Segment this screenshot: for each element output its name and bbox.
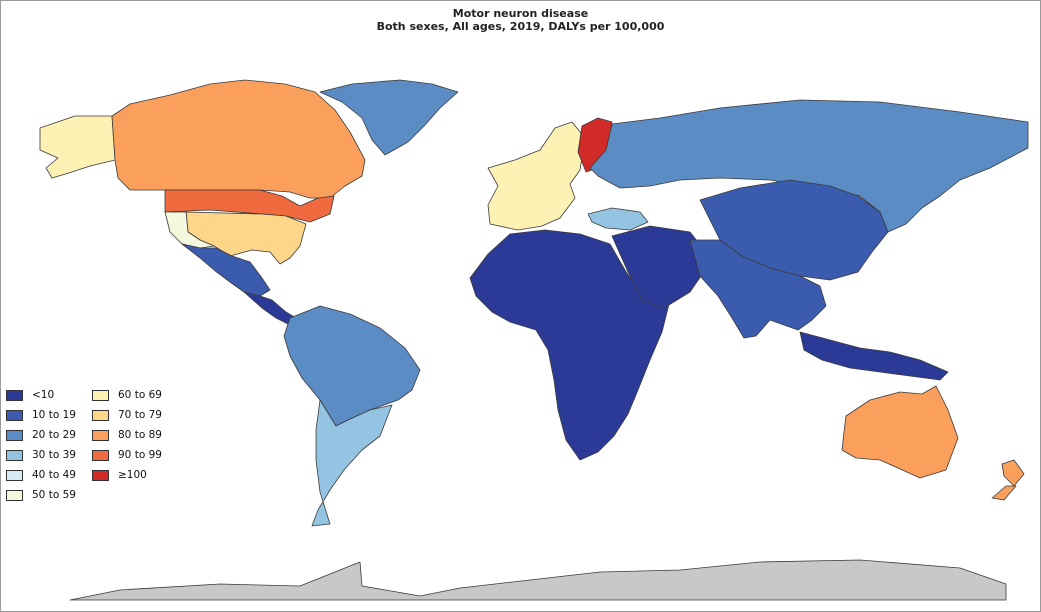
- region-south-asia: [689, 239, 827, 339]
- legend-swatch: [92, 389, 109, 401]
- map-subtitle: Both sexes, All ages, 2019, DALYs per 10…: [376, 20, 665, 33]
- legend-swatch: [6, 389, 23, 401]
- region-greenland: [319, 79, 459, 156]
- region-africa: [469, 229, 671, 461]
- legend-swatch: [92, 409, 109, 421]
- region-australia: [841, 385, 959, 479]
- legend-label: 70 to 79: [118, 409, 162, 421]
- region-russia: [589, 99, 1029, 233]
- legend-item: 90 to 99: [92, 448, 162, 462]
- legend-item: <10: [6, 388, 54, 402]
- legend-swatch: [92, 449, 109, 461]
- legend-item: 10 to 19: [6, 408, 76, 422]
- region-indonesia: [799, 331, 949, 381]
- region-antarctica: [69, 559, 1007, 601]
- legend-item: 80 to 89: [92, 428, 162, 442]
- region-central-america: [243, 291, 297, 325]
- legend-item: 40 to 49: [6, 468, 76, 482]
- region-northern-united-states: [164, 189, 335, 223]
- legend-label: 50 to 59: [32, 489, 76, 501]
- legend-item: 70 to 79: [92, 408, 162, 422]
- region-alaska: [39, 115, 116, 179]
- legend-swatch: [6, 409, 23, 421]
- legend-item: 60 to 69: [92, 388, 162, 402]
- legend-label: 20 to 29: [32, 429, 76, 441]
- legend-label: 10 to 19: [32, 409, 76, 421]
- legend-label: 90 to 99: [118, 449, 162, 461]
- region-western-europe: [487, 121, 586, 231]
- legend-label: 30 to 39: [32, 449, 76, 461]
- legend-swatch: [6, 469, 23, 481]
- legend-item: 30 to 39: [6, 448, 76, 462]
- legend-label: ≥100: [118, 469, 147, 481]
- region-turkey: [587, 207, 649, 231]
- legend-label: 40 to 49: [32, 469, 76, 481]
- legend-item: 50 to 59: [6, 488, 76, 502]
- legend-swatch: [6, 489, 23, 501]
- region-new-zealand: [991, 459, 1025, 501]
- region-southern-cone: [311, 399, 393, 527]
- legend: <10 10 to 19 20 to 29 30 to 39 40 to 49 50 to…: [6, 388, 206, 508]
- map-title: Motor neuron disease: [452, 7, 589, 20]
- legend-item: 20 to 29: [6, 428, 76, 442]
- legend-swatch: [92, 469, 109, 481]
- region-southwestern-united-states: [164, 211, 215, 249]
- region-canada: [111, 79, 366, 199]
- legend-swatch: [6, 449, 23, 461]
- region-middle-east: [611, 225, 713, 309]
- legend-label: 80 to 89: [118, 429, 162, 441]
- legend-label: 60 to 69: [118, 389, 162, 401]
- region-south-america-north: [283, 305, 421, 427]
- title-block: Motor neuron disease Both sexes, All age…: [0, 7, 1041, 33]
- legend-swatch: [6, 429, 23, 441]
- region-mexico: [181, 243, 271, 297]
- legend-label: <10: [32, 389, 55, 401]
- legend-item: ≥100: [92, 468, 147, 482]
- legend-swatch: [92, 429, 109, 441]
